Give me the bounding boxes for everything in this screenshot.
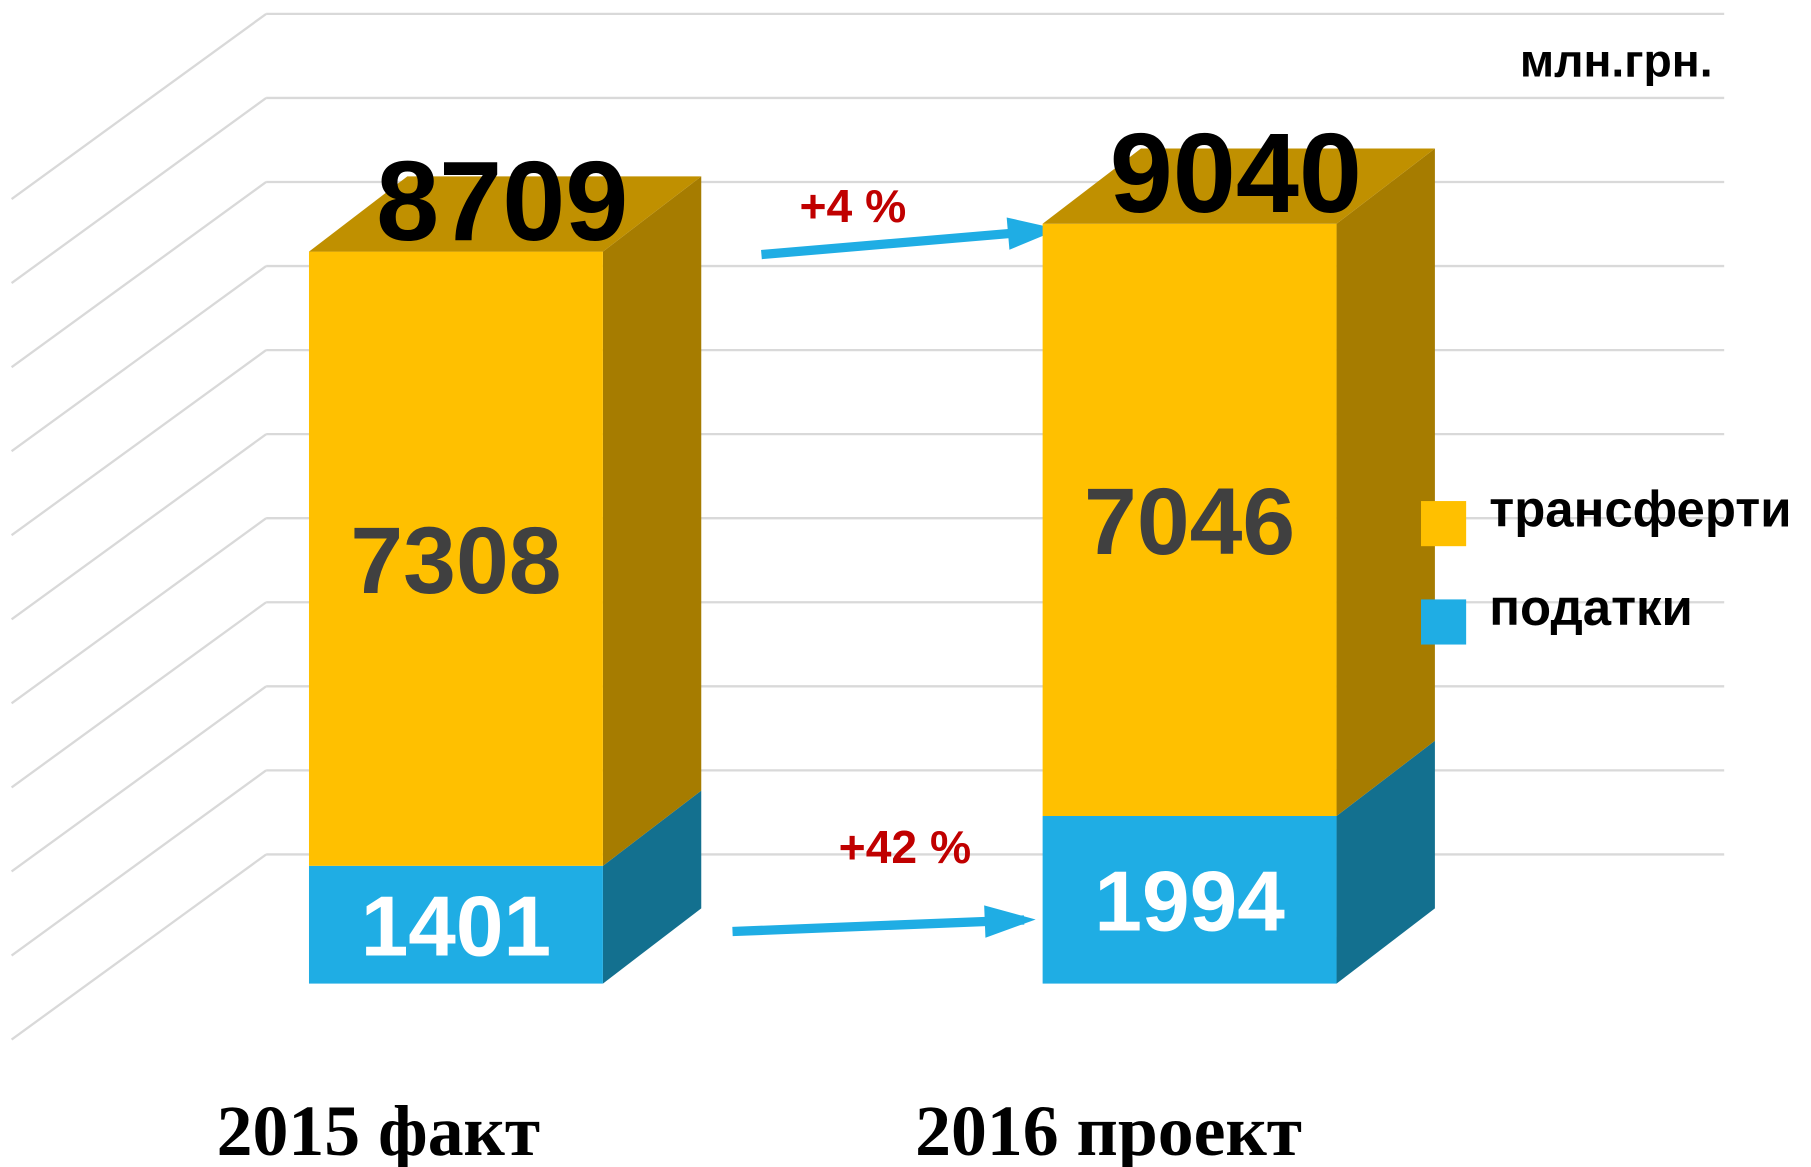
- arrow-line: [761, 225, 1048, 260]
- grid-line-diagonal: [10, 265, 267, 453]
- bar: [308, 251, 603, 866]
- bar-side: [602, 176, 702, 866]
- bar-top: [308, 176, 702, 252]
- value-label: 1401: [361, 879, 551, 975]
- bar: [308, 865, 603, 984]
- bar-side: [602, 790, 702, 984]
- value-label: 7308: [350, 508, 561, 614]
- total-label: 8709: [376, 138, 628, 265]
- annotation: +4 %: [799, 180, 906, 232]
- grid-line-diagonal: [10, 517, 267, 705]
- bar-side: [1336, 148, 1435, 816]
- grid-line-diagonal: [10, 181, 267, 369]
- value-label: 7046: [1084, 469, 1295, 575]
- total-label: 9040: [1110, 110, 1362, 237]
- grid-line-diagonal: [10, 12, 267, 200]
- grid-line-diagonal: [10, 685, 267, 873]
- legend-label: податки: [1489, 579, 1693, 636]
- grid-line-diagonal: [10, 97, 267, 285]
- grid-line-diagonal: [10, 769, 267, 957]
- x-tick-label: 2016 проект: [915, 1091, 1302, 1167]
- bar-side: [1336, 740, 1435, 984]
- arrow-head: [984, 905, 1036, 938]
- bar-top: [1042, 148, 1435, 224]
- grid-line-diagonal: [10, 433, 267, 621]
- value-label: 1994: [1094, 854, 1285, 950]
- grid-line-diagonal: [10, 853, 267, 1041]
- legend-label: трансферти: [1489, 481, 1791, 538]
- bar: [1042, 223, 1337, 816]
- grid-line-diagonal: [10, 349, 267, 537]
- legend-swatch: [1421, 501, 1467, 547]
- x-tick-label: 2015 факт: [217, 1091, 540, 1167]
- unit-label: млн.грн.: [1520, 34, 1713, 86]
- grid-line-diagonal: [10, 601, 267, 789]
- annotation: +42 %: [839, 821, 971, 873]
- arrow-head: [1006, 217, 1059, 250]
- legend-swatch: [1421, 599, 1467, 645]
- bar: [1042, 815, 1337, 984]
- arrow-line: [732, 915, 1025, 937]
